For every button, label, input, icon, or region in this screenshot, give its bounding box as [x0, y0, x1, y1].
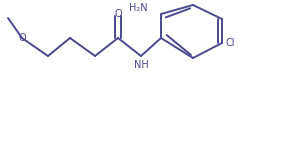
Text: H₂N: H₂N: [129, 3, 148, 13]
Text: NH: NH: [133, 60, 148, 70]
Text: O: O: [18, 33, 26, 43]
Text: Cl: Cl: [226, 38, 236, 48]
Text: O: O: [114, 9, 122, 19]
